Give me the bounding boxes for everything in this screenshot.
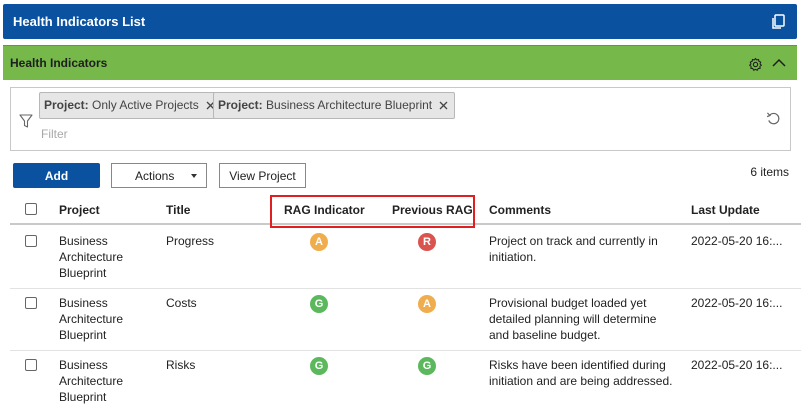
rag-indicator-badge: G (310, 357, 328, 375)
previous-rag-badge: A (418, 295, 436, 313)
last-update-cell: 2022-05-20 16:... (691, 296, 783, 310)
comment-line: Project on track and currently in (489, 234, 658, 248)
column-header-comments[interactable]: Comments (489, 203, 552, 217)
filter-bar: Project: Only Active Projects Project: B… (10, 87, 791, 151)
column-header-rag-indicator[interactable]: RAG Indicator (284, 203, 365, 217)
add-button[interactable]: Add (13, 163, 100, 188)
filter-icon (19, 114, 33, 128)
column-header-previous-rag[interactable]: Previous RAG (392, 203, 473, 217)
project-cell: Business Architecture Blueprint (59, 357, 123, 405)
column-header-title[interactable]: Title (166, 203, 191, 217)
panel-header: Health Indicators (3, 45, 797, 80)
chip-key: Project: (218, 98, 263, 112)
last-update-cell: 2022-05-20 16:... (691, 358, 783, 372)
select-all-checkbox[interactable] (25, 203, 37, 215)
project-line: Architecture (59, 374, 124, 388)
caret-down-icon (191, 174, 197, 178)
close-icon[interactable] (439, 101, 448, 110)
table-row[interactable]: Business Architecture Blueprint Risks G … (10, 351, 801, 407)
comments-cell: Project on track and currently in initia… (489, 233, 658, 265)
comment-line: initiation and are being addressed. (489, 374, 673, 388)
table-row[interactable]: Business Architecture Blueprint Progress… (10, 227, 801, 289)
row-checkbox[interactable] (25, 235, 37, 247)
comment-line: Risks have been identified during (489, 358, 666, 372)
panel-title: Health Indicators (10, 56, 108, 70)
comment-line: detailed planning will determine (489, 312, 657, 326)
project-line: Blueprint (59, 328, 107, 342)
project-line: Architecture (59, 312, 124, 326)
top-bar: Health Indicators List (3, 4, 797, 39)
filter-chip-project[interactable]: Project: Business Architecture Blueprint (213, 92, 456, 119)
row-checkbox[interactable] (25, 297, 37, 309)
chip-value: Business Architecture Blueprint (266, 98, 433, 112)
chevron-up-icon[interactable] (772, 58, 786, 68)
comment-line: Provisional budget loaded yet (489, 296, 647, 310)
project-cell: Business Architecture Blueprint (59, 233, 123, 281)
highlight-box (270, 195, 475, 228)
title-cell: Costs (166, 296, 197, 310)
filter-input[interactable] (41, 127, 341, 141)
project-line: Business (59, 296, 108, 310)
copy-icon[interactable] (771, 14, 785, 30)
previous-rag-badge: G (418, 357, 436, 375)
page-title: Health Indicators List (13, 14, 146, 29)
reset-icon[interactable] (766, 111, 781, 126)
project-cell: Business Architecture Blueprint (59, 295, 123, 343)
comment-line: initiation. (489, 250, 537, 264)
column-header-last-update[interactable]: Last Update (691, 203, 760, 217)
title-cell: Risks (166, 358, 196, 372)
comment-line: and baseline budget. (489, 328, 601, 342)
project-line: Blueprint (59, 266, 107, 280)
chip-key: Project: (44, 98, 89, 112)
gear-icon[interactable] (748, 57, 763, 72)
chip-value: Only Active Projects (92, 98, 199, 112)
actions-dropdown[interactable]: Actions (111, 163, 207, 188)
project-line: Architecture (59, 250, 124, 264)
rag-indicator-badge: G (310, 295, 328, 313)
row-checkbox[interactable] (25, 359, 37, 371)
comments-cell: Provisional budget loaded yet detailed p… (489, 295, 656, 343)
filter-chip-active-projects[interactable]: Project: Only Active Projects (39, 92, 222, 119)
column-header-project[interactable]: Project (59, 203, 100, 217)
project-line: Business (59, 234, 108, 248)
actions-label: Actions (135, 168, 175, 183)
item-count: 6 items (750, 165, 789, 179)
title-cell: Progress (166, 234, 215, 248)
project-line: Blueprint (59, 390, 107, 404)
last-update-cell: 2022-05-20 16:... (691, 234, 783, 248)
rag-indicator-badge: A (310, 233, 328, 251)
table-row[interactable]: Business Architecture Blueprint Costs G … (10, 289, 801, 351)
table-header: Project Title RAG Indicator Previous RAG… (10, 193, 801, 225)
view-project-button[interactable]: View Project (219, 163, 306, 188)
previous-rag-badge: R (418, 233, 436, 251)
project-line: Business (59, 358, 108, 372)
comments-cell: Risks have been identified during initia… (489, 357, 672, 389)
